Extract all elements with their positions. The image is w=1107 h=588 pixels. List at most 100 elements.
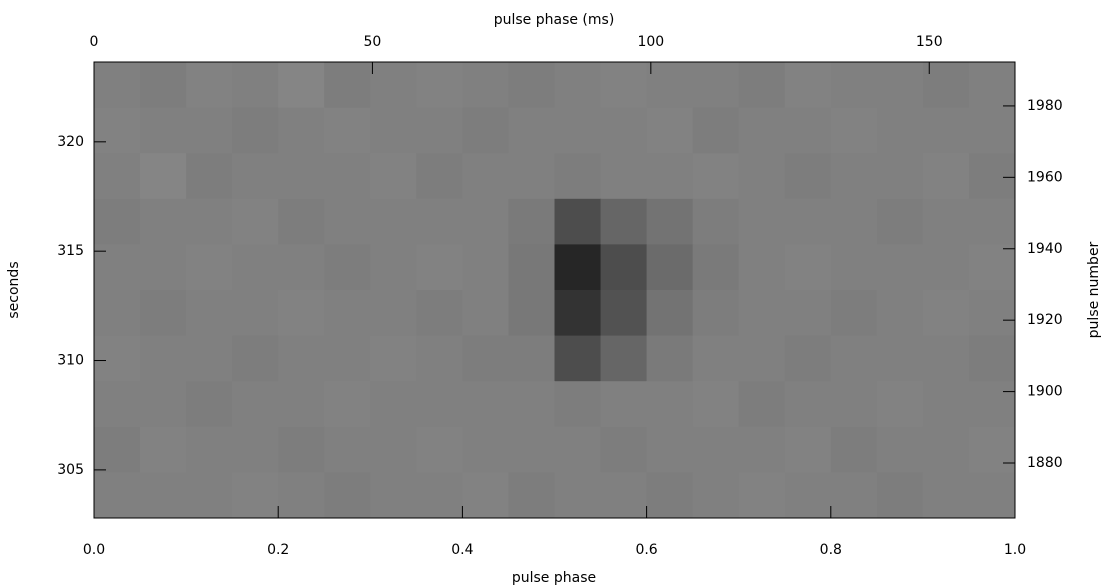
- heatmap-cell: [94, 107, 141, 154]
- heatmap-cell: [784, 107, 832, 154]
- y-tick-label: 315: [57, 243, 84, 259]
- heatmap-cell: [784, 62, 832, 109]
- heatmap-cell: [232, 244, 279, 291]
- heatmap-cell: [738, 107, 786, 154]
- heatmap-cell: [370, 107, 417, 154]
- heatmap-cell: [646, 62, 694, 109]
- heatmap-cell: [646, 153, 694, 200]
- heatmap-cell: [692, 244, 740, 291]
- heatmap-cell: [278, 62, 325, 109]
- heatmap-cell: [922, 62, 970, 109]
- heatmap-cell: [784, 381, 832, 428]
- heatmap-cell: [140, 153, 187, 200]
- heatmap-cell: [462, 426, 509, 473]
- heatmap-cell: [278, 198, 325, 245]
- heatmap-cell: [600, 472, 648, 519]
- heatmap-cell: [462, 153, 509, 200]
- heatmap-cell: [370, 381, 417, 428]
- x-tick-label: 0.0: [83, 542, 105, 558]
- heatmap-cell: [324, 426, 371, 473]
- heatmap-cell: [232, 472, 279, 519]
- heatmap-cell: [186, 381, 233, 428]
- heatmap-cell: [508, 381, 555, 428]
- heatmap-cell: [462, 244, 509, 291]
- heatmap-cell: [508, 290, 555, 337]
- heatmap-cell: [324, 107, 371, 154]
- heatmap-cell: [968, 153, 1016, 200]
- heatmap-cell: [646, 290, 694, 337]
- heatmap-cell: [94, 381, 141, 428]
- x-tick-label: 1.0: [1004, 542, 1026, 558]
- heatmap-cell: [554, 290, 602, 337]
- y2-axis-label: pulse number: [1086, 241, 1102, 338]
- x2-tick-label: 0: [90, 34, 99, 50]
- heatmap-cell: [324, 244, 371, 291]
- heatmap-cell: [646, 426, 694, 473]
- heatmap-cell: [94, 62, 141, 109]
- heatmap-cell: [922, 426, 970, 473]
- heatmap-cell: [278, 426, 325, 473]
- heatmap-cell: [462, 198, 509, 245]
- heatmap-cell: [186, 290, 233, 337]
- heatmap-cell: [186, 426, 233, 473]
- heatmap-cell: [94, 153, 141, 200]
- heatmap-cell: [784, 198, 832, 245]
- heatmap-cell: [600, 381, 648, 428]
- heatmap-cell: [278, 472, 325, 519]
- heatmap-cell: [600, 335, 648, 382]
- heatmap-cell: [416, 107, 463, 154]
- heatmap-cell: [94, 290, 141, 337]
- heatmap-cell: [922, 198, 970, 245]
- heatmap-cell: [968, 198, 1016, 245]
- y2-tick-label: 1940: [1027, 241, 1063, 257]
- heatmap-cell: [416, 153, 463, 200]
- heatmap-cell: [876, 335, 924, 382]
- heatmap-cell: [94, 426, 141, 473]
- heatmap-cell: [278, 244, 325, 291]
- heatmap-cell: [508, 335, 555, 382]
- heatmap-cell: [554, 153, 602, 200]
- heatmap-cell: [738, 62, 786, 109]
- heatmap-cell: [692, 153, 740, 200]
- heatmap-cell: [876, 472, 924, 519]
- heatmap-cell: [416, 472, 463, 519]
- heatmap-cell: [830, 335, 878, 382]
- heatmap-cell: [876, 107, 924, 154]
- heatmap-cell: [830, 381, 878, 428]
- heatmap-cell: [646, 198, 694, 245]
- heatmap-cell: [692, 426, 740, 473]
- heatmap-cell: [554, 472, 602, 519]
- heatmap-cell: [370, 198, 417, 245]
- heatmap-cell: [140, 244, 187, 291]
- heatmap-cell: [186, 244, 233, 291]
- heatmap-cell: [692, 107, 740, 154]
- heatmap-cell: [968, 290, 1016, 337]
- heatmap-cell: [646, 472, 694, 519]
- heatmap-cell: [186, 335, 233, 382]
- x-tick-label: 0.2: [267, 542, 289, 558]
- heatmap-cell: [600, 62, 648, 109]
- heatmap-cell: [416, 426, 463, 473]
- heatmap-cell: [968, 426, 1016, 473]
- heatmap-cell: [738, 198, 786, 245]
- heatmap-cell: [876, 244, 924, 291]
- heatmap-cell: [784, 244, 832, 291]
- heatmap-cell: [508, 472, 555, 519]
- heatmap-cell: [554, 335, 602, 382]
- heatmap-cell: [600, 107, 648, 154]
- heatmap-cell: [462, 62, 509, 109]
- x-tick-label: 0.6: [635, 542, 657, 558]
- heatmap-cell: [738, 153, 786, 200]
- y-tick-label: 310: [57, 353, 84, 369]
- heatmap-cell: [738, 381, 786, 428]
- heatmap-cell: [922, 107, 970, 154]
- heatmap-cell: [600, 426, 648, 473]
- heatmap-cell: [508, 153, 555, 200]
- heatmap-cell: [646, 335, 694, 382]
- y-tick-label: 305: [57, 462, 84, 478]
- heatmap-cell: [94, 198, 141, 245]
- heatmap-cell: [140, 107, 187, 154]
- heatmap-cell: [784, 290, 832, 337]
- heatmap-cell: [922, 335, 970, 382]
